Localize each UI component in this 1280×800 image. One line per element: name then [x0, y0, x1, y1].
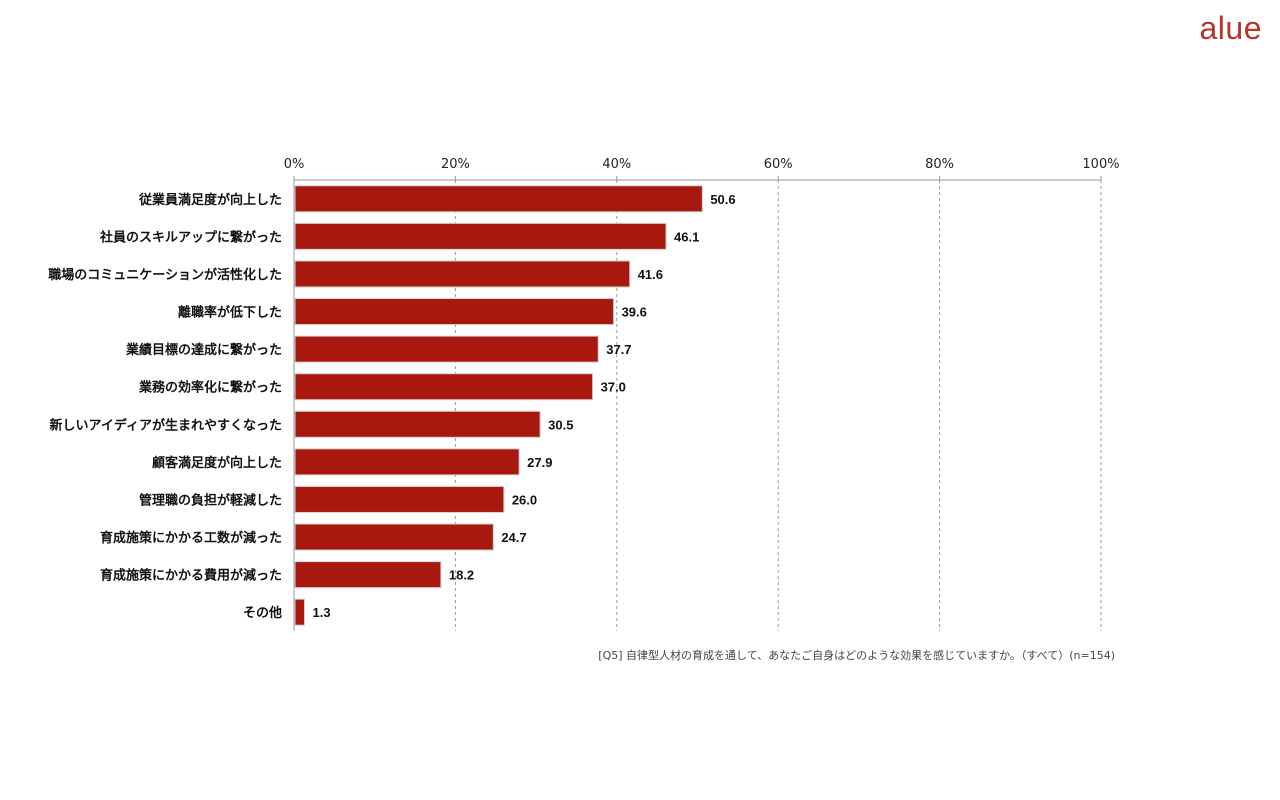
value-label: 30.5 [548, 417, 573, 432]
value-label: 1.3 [312, 605, 330, 620]
brand-logo: alue [1199, 10, 1262, 46]
tick-label: 40% [602, 157, 631, 172]
category-label: 育成施策にかかる工数が減った [100, 530, 282, 546]
value-label: 24.7 [501, 530, 526, 545]
value-label: 26.0 [512, 492, 537, 507]
bar [294, 561, 442, 589]
tick-label: 60% [764, 157, 793, 172]
value-label: 27.9 [527, 455, 552, 470]
bar [294, 298, 615, 326]
category-label: 新しいアイディアが生まれやすくなった [50, 417, 282, 433]
bar [294, 185, 703, 213]
value-label: 41.6 [638, 267, 663, 282]
category-label: 顧客満足度が向上した [152, 455, 282, 471]
category-label: 管理職の負担が軽減した [139, 492, 282, 508]
category-label: 社員のスキルアップに繋がった [99, 229, 282, 245]
category-label: 従業員満足度が向上した [138, 192, 282, 208]
survey-footnote: [Q5] 自律型人材の育成を通して、あなたご自身はどのような効果を感じていますか… [598, 649, 1115, 662]
bar [294, 523, 494, 551]
value-label: 18.2 [449, 568, 474, 583]
category-label: その他 [243, 605, 282, 621]
category-label: 離職率が低下した [178, 305, 282, 321]
tick-label: 0% [284, 157, 305, 172]
tick-label: 80% [925, 157, 954, 172]
value-label: 37.7 [606, 342, 631, 357]
category-label: 育成施策にかかる費用が減った [100, 568, 282, 584]
value-label: 37.0 [601, 380, 626, 395]
bar [294, 335, 599, 363]
value-label: 50.6 [710, 192, 735, 207]
category-label: 業績目標の達成に繋がった [125, 342, 282, 358]
category-label: 職場のコミュニケーションが活性化した [48, 267, 282, 283]
tick-label: 100% [1082, 157, 1119, 172]
bar [294, 598, 305, 626]
bar [294, 260, 631, 288]
value-label: 39.6 [622, 305, 647, 320]
bar [294, 485, 505, 513]
bar [294, 448, 520, 476]
bar [294, 410, 541, 438]
category-label: 業務の効率化に繋がった [138, 380, 282, 396]
bar [294, 222, 667, 250]
bar [294, 373, 594, 401]
tick-label: 20% [441, 157, 470, 172]
value-label: 46.1 [674, 229, 699, 244]
